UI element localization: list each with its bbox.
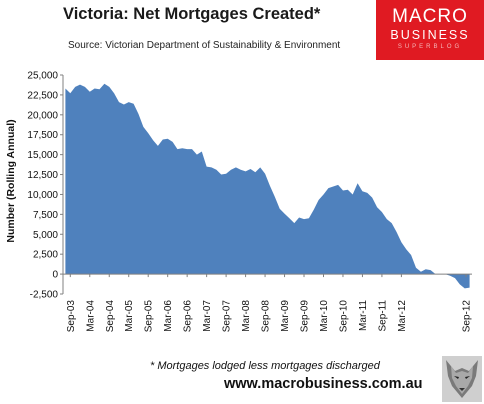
x-tick-label: Mar-11 (358, 300, 369, 331)
logo-line-superblog: SUPERBLOG (397, 44, 463, 50)
y-tick-label: 0 (52, 270, 58, 281)
x-tick-label: Sep-10 (338, 300, 349, 333)
x-tick-label: Sep-04 (105, 300, 116, 333)
x-tick-label: Sep-05 (144, 300, 155, 333)
y-tick-label: 12,500 (27, 170, 58, 181)
x-tick-label: Sep-07 (222, 300, 233, 333)
y-tick-label: 7,500 (33, 210, 58, 221)
source-note: Source: Victorian Department of Sustaina… (68, 40, 341, 51)
x-tick-label: Sep-09 (300, 300, 311, 333)
x-tick-label: Sep-06 (183, 300, 194, 333)
y-tick-label: 10,000 (27, 190, 58, 201)
y-axis-label: Number (Rolling Annual) (5, 119, 17, 242)
page-title: Victoria: Net Mortgages Created* (63, 5, 321, 23)
y-tick-label: -2,500 (30, 290, 59, 301)
x-tick-label: Mar-09 (280, 300, 291, 332)
y-tick-label: 2,500 (33, 250, 58, 261)
logo-line-business: BUSINESS (390, 28, 470, 42)
x-tick-label: Sep-03 (66, 300, 77, 333)
y-tick-label: 15,000 (27, 150, 58, 161)
x-tick-label: Mar-10 (319, 300, 330, 332)
footnote: * Mortgages lodged less mortgages discha… (150, 360, 380, 372)
x-tick-label: Mar-04 (85, 300, 96, 332)
y-tick-label: 5,000 (33, 230, 58, 241)
x-tick-label: Sep-08 (261, 300, 272, 333)
website-link[interactable]: www.macrobusiness.com.au (224, 376, 423, 392)
x-tick-label: Mar-12 (397, 300, 408, 332)
y-tick-label: 17,500 (27, 130, 58, 141)
x-tick-label: Sep-11 (377, 300, 388, 332)
macro-business-logo[interactable]: MACRO BUSINESS SUPERBLOG (376, 0, 484, 60)
x-tick-label: Mar-08 (241, 300, 252, 332)
y-tick-label: 22,500 (27, 90, 58, 101)
logo-line-macro: MACRO (392, 6, 468, 27)
series-area (65, 83, 470, 289)
wolf-icon (442, 356, 482, 402)
x-tick-label: Mar-05 (124, 300, 135, 332)
x-tick-label: Mar-07 (202, 300, 213, 332)
x-tick-label: Mar-06 (163, 300, 174, 332)
x-tick-label: Sep-12 (462, 300, 473, 333)
y-tick-label: 20,000 (27, 110, 58, 121)
y-tick-label: 25,000 (27, 71, 58, 82)
